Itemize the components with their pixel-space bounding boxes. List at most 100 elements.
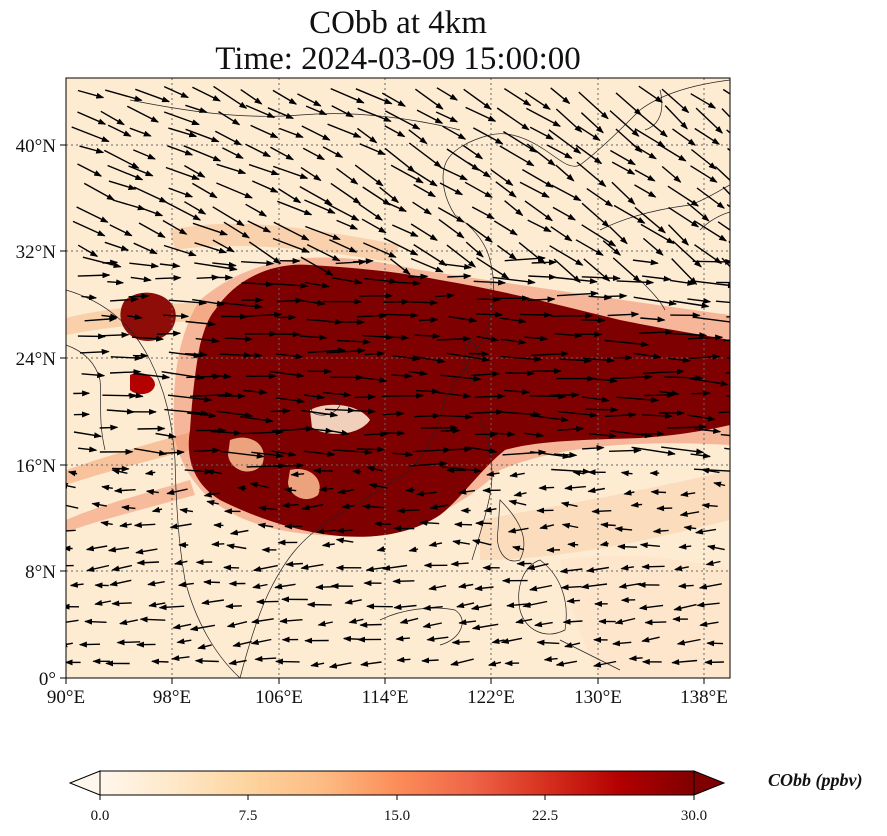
wind-arrow: [185, 320, 217, 327]
wind-arrow: [422, 604, 443, 611]
wind-arrow: [368, 483, 388, 489]
wind-arrow: [81, 372, 106, 379]
wind-arrow: [179, 507, 194, 514]
wind-arrow: [250, 124, 279, 139]
wind-arrow: [670, 279, 696, 286]
wind-arrow: [615, 92, 642, 116]
wind-arrow: [607, 311, 640, 318]
wind-arrow: [336, 167, 359, 185]
wind-arrow: [418, 316, 439, 323]
wind-arrow: [495, 181, 517, 198]
wind-arrow: [705, 560, 721, 566]
wind-arrow: [364, 277, 398, 285]
wind-arrow: [110, 354, 143, 361]
wind-arrow: [667, 185, 700, 207]
wind-arrow: [591, 508, 612, 515]
wind-arrow: [714, 165, 730, 182]
wind-arrow: [275, 397, 306, 404]
wind-arrow: [628, 655, 643, 662]
wind-arrow: [252, 180, 279, 193]
wind-arrow: [529, 393, 567, 400]
wind-arrow: [560, 584, 582, 591]
wind-arrow: [689, 353, 721, 360]
wind-arrow: [726, 316, 730, 318]
wind-arrow: [373, 520, 392, 527]
wind-arrow: [556, 290, 599, 297]
wind-arrow: [623, 489, 635, 496]
wind-arrow: [245, 311, 283, 318]
wind-arrow: [728, 240, 730, 244]
wind-arrow: [341, 503, 355, 510]
wind-arrow: [211, 373, 232, 380]
wind-arrow: [192, 182, 218, 199]
wind-arrow: [66, 504, 79, 509]
wind-arrow: [661, 446, 705, 455]
wind-arrow: [696, 601, 720, 608]
wind-arrow: [396, 656, 411, 663]
wind-arrow: [696, 187, 725, 209]
wind-arrow: [229, 529, 249, 536]
wind-arrow: [672, 240, 702, 268]
wind-arrow: [69, 581, 84, 588]
wind-arrow: [519, 181, 550, 198]
wind-arrow: [691, 390, 711, 397]
wind-arrow: [273, 221, 310, 241]
wind-arrow: [668, 224, 689, 246]
wind-arrow: [91, 501, 107, 508]
wind-arrow: [496, 244, 518, 260]
wind-arrow: [587, 377, 618, 384]
wind-arrow: [192, 298, 225, 307]
wind-arrow: [73, 431, 103, 439]
wind-arrow: [78, 641, 101, 648]
wind-arrow: [226, 621, 248, 628]
wind-arrow: [642, 237, 664, 256]
wind-arrow: [559, 357, 593, 364]
wind-arrow: [701, 467, 720, 474]
wind-arrow: [421, 657, 439, 664]
wind-arrow: [575, 239, 604, 256]
wind-arrow: [102, 392, 138, 399]
wind-arrow: [457, 582, 474, 589]
wind-arrow: [687, 297, 712, 304]
wind-arrow: [167, 145, 194, 156]
wind-arrow: [169, 523, 192, 530]
wind-arrow: [84, 618, 107, 625]
wind-arrow: [275, 331, 301, 338]
wind-arrow: [160, 449, 185, 456]
wind-arrow: [321, 541, 335, 548]
wind-arrow: [543, 656, 558, 663]
wind-arrow: [241, 429, 284, 436]
wind-arrow: [85, 545, 108, 552]
wind-arrow: [500, 355, 543, 363]
wind-arrow: [467, 162, 492, 178]
wind-arrow: [408, 370, 428, 377]
wind-arrow: [519, 311, 553, 318]
wind-arrow: [444, 446, 473, 453]
wind-arrow: [252, 583, 268, 590]
wind-arrow: [690, 452, 711, 459]
wind-arrow: [405, 487, 415, 494]
wind-arrow: [187, 412, 217, 419]
wind-arrow: [163, 111, 200, 126]
wind-arrow: [452, 539, 470, 546]
wind-arrow: [602, 240, 622, 256]
wind-arrow: [355, 376, 388, 384]
wind-arrow: [258, 505, 278, 512]
wind-arrow: [193, 447, 221, 454]
wind-arrow: [105, 89, 143, 102]
wind-arrow: [415, 490, 437, 497]
lat-tick-label: 32°N: [16, 242, 57, 263]
wind-arrow: [331, 277, 363, 285]
wind-arrow: [83, 182, 115, 201]
wind-arrow: [439, 166, 468, 181]
plume-patch: [130, 373, 155, 395]
wind-arrow: [252, 564, 278, 572]
wind-arrow: [163, 244, 197, 257]
wind-arrow: [416, 109, 444, 124]
wind-arrow: [474, 393, 506, 400]
wind-arrow: [631, 143, 657, 160]
wind-arrow: [277, 200, 313, 216]
wind-arrow: [364, 350, 386, 357]
wind-arrow: [336, 219, 359, 230]
wind-arrow: [279, 617, 303, 624]
